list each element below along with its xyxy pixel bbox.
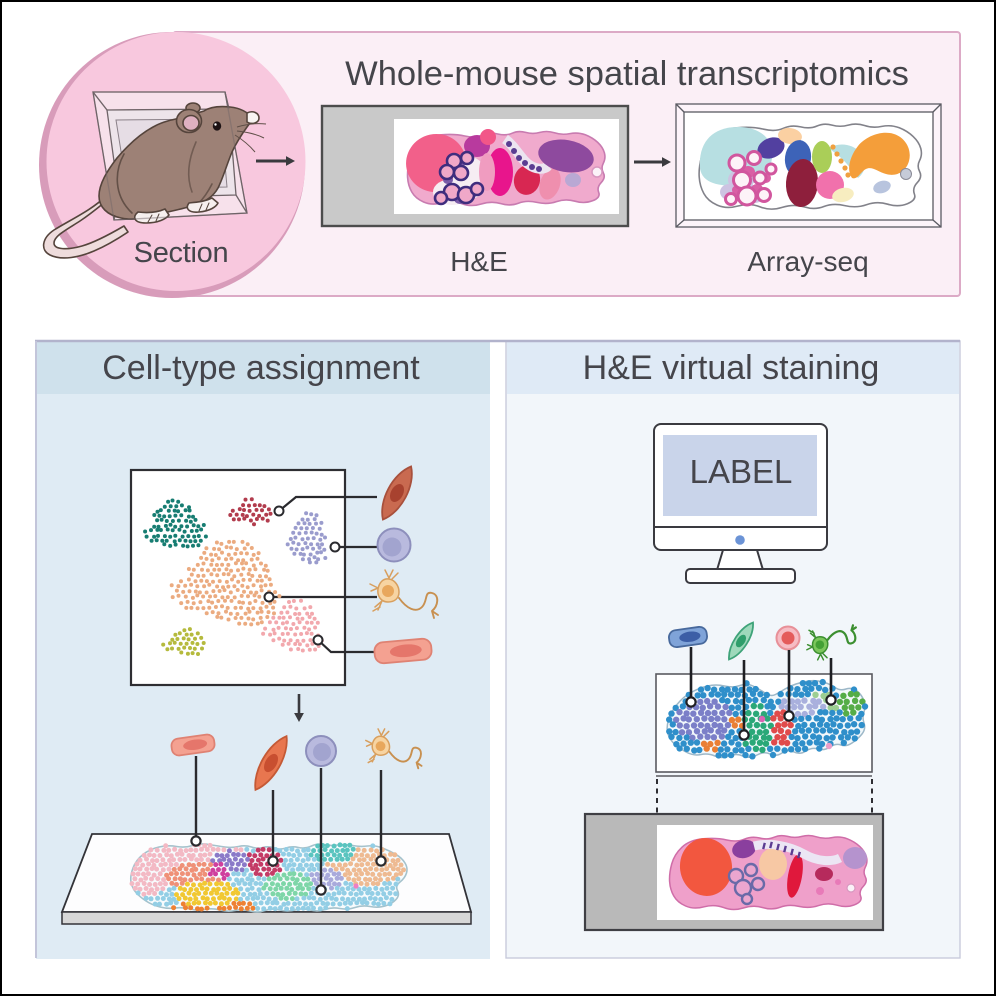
svg-text:LABEL: LABEL xyxy=(690,453,793,490)
svg-text:H&E: H&E xyxy=(450,246,508,277)
svg-text:Whole-mouse spatial transcript: Whole-mouse spatial transcriptomics xyxy=(345,55,909,93)
svg-text:Array-seq: Array-seq xyxy=(747,246,868,277)
svg-text:Section: Section xyxy=(134,237,229,269)
svg-text:Cell-type assignment: Cell-type assignment xyxy=(102,349,420,387)
svg-text:H&E virtual staining: H&E virtual staining xyxy=(583,349,880,387)
